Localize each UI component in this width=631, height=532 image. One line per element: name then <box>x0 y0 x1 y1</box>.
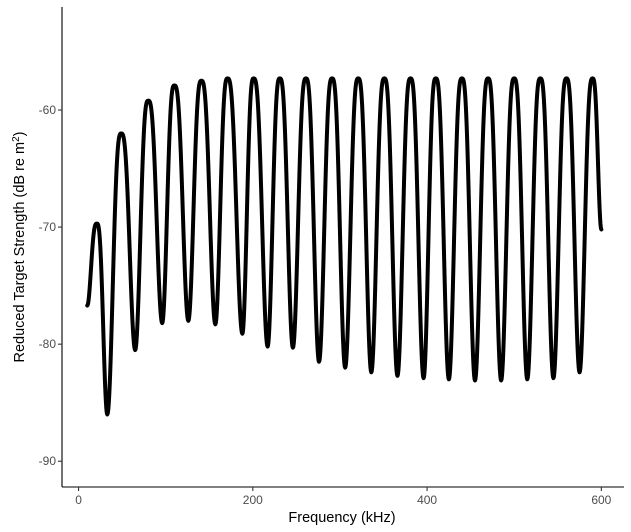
y-axis-title: Reduced Target Strength (dB re m2) <box>11 132 29 363</box>
plot-area: -90 -80 -70 -60 0 200 400 600 <box>39 7 624 507</box>
x-tick-label: 0 <box>75 493 82 507</box>
y-axis-title-main: Reduced Target Strength (dB re m <box>12 142 28 363</box>
y-tick-label: -60 <box>39 103 57 117</box>
y-axis-title-superscript: 2 <box>11 136 22 142</box>
y-axis-title-end: ) <box>12 132 28 137</box>
series-line <box>85 76 604 417</box>
x-axis-title: Frequency (kHz) <box>288 510 395 526</box>
x-axis-ticks: 0 200 400 600 <box>75 487 612 507</box>
series-layer <box>85 76 604 417</box>
x-tick-label: 600 <box>591 493 611 507</box>
y-axis-ticks: -90 -80 -70 -60 <box>39 103 62 468</box>
y-tick-label: -70 <box>39 220 57 234</box>
x-tick-label: 200 <box>243 493 263 507</box>
x-tick-label: 400 <box>417 493 437 507</box>
y-tick-label: -90 <box>39 454 57 468</box>
y-tick-label: -80 <box>39 337 57 351</box>
